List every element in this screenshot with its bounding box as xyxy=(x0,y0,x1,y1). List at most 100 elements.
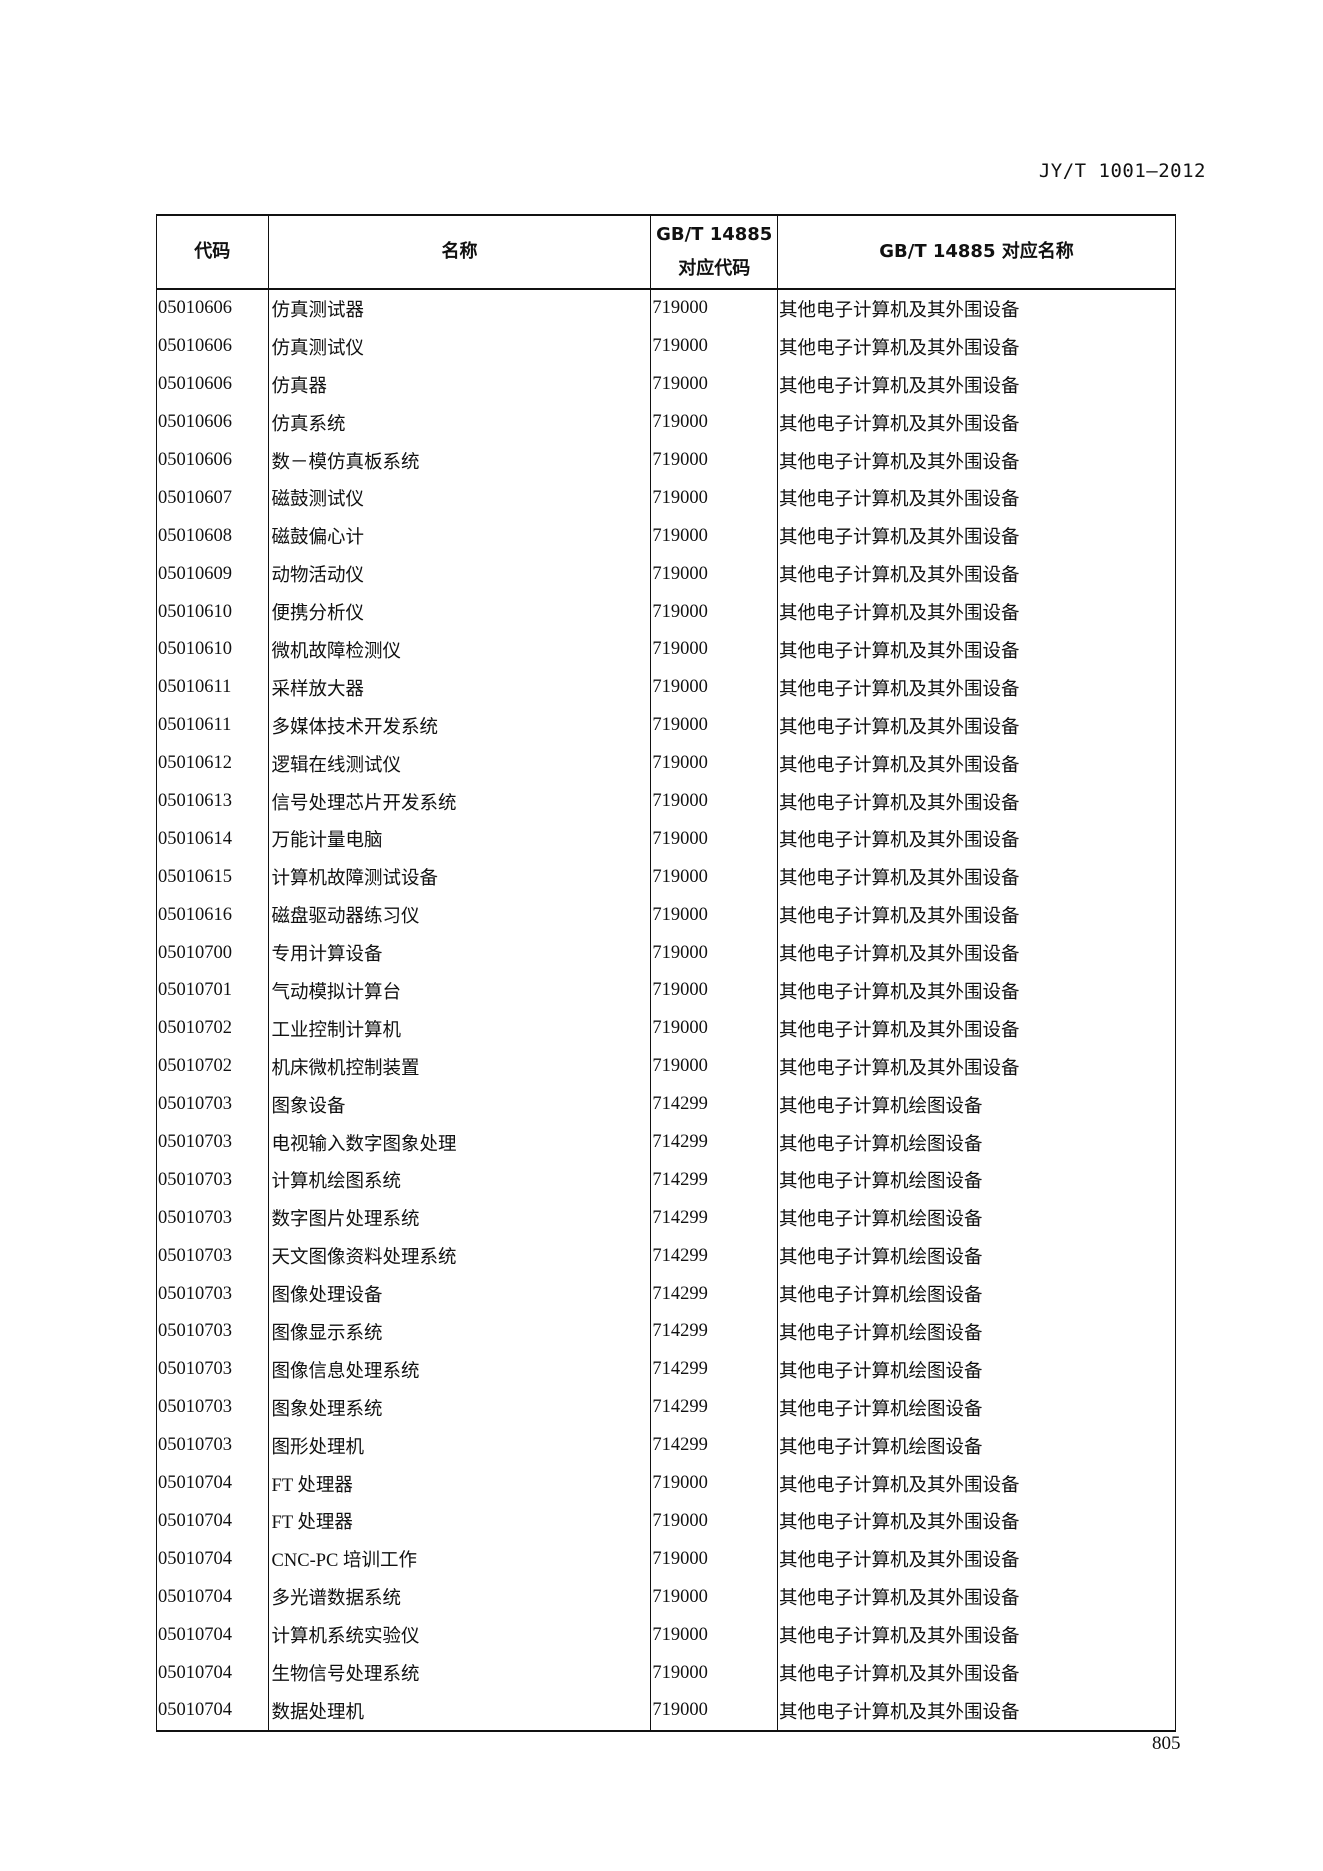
gb-name-cell: 其他电子计算机及其外围设备 xyxy=(777,593,1176,632)
code-cell: 05010614 xyxy=(156,820,269,859)
name-cell: 仿真测试器 xyxy=(267,289,652,328)
gb-code-cell: 719000 xyxy=(650,782,779,821)
code-cell: 05010606 xyxy=(156,403,269,442)
code-cell: 05010703 xyxy=(156,1237,269,1276)
gb-code-cell: 719000 xyxy=(650,934,779,973)
gb-code-cell: 719000 xyxy=(650,1616,779,1655)
gb-name-cell: 其他电子计算机及其外围设备 xyxy=(777,934,1176,973)
code-cell: 05010704 xyxy=(156,1654,269,1692)
header-gb-code-line2: 对应代码 xyxy=(678,258,751,279)
gb-code-cell: 719000 xyxy=(650,289,779,328)
gb-name-cell: 其他电子计算机及其外围设备 xyxy=(777,744,1176,783)
table-row: 05010704 CNC-PC 培训工作 719000 其他电子计算机及其外围设备 xyxy=(156,1540,1176,1579)
name-cell: 磁鼓测试仪 xyxy=(267,479,652,518)
name-cell: 图象处理系统 xyxy=(267,1388,652,1427)
gb-code-cell: 719000 xyxy=(650,479,779,518)
gb-name-cell: 其他电子计算机及其外围设备 xyxy=(777,441,1176,480)
table-row: 05010703 天文图像资料处理系统 714299 其他电子计算机绘图设备 xyxy=(156,1237,1176,1276)
gb-name-cell: 其他电子计算机及其外围设备 xyxy=(777,1691,1176,1732)
table-row: 05010704 FT 处理器 719000 其他电子计算机及其外围设备 xyxy=(156,1464,1176,1503)
gb-name-cell: 其他电子计算机及其外围设备 xyxy=(777,289,1176,328)
name-cell: 采样放大器 xyxy=(267,668,652,707)
code-cell: 05010702 xyxy=(156,1047,269,1086)
gb-name-cell: 其他电子计算机及其外围设备 xyxy=(777,517,1176,556)
table-row: 05010606 仿真测试器 719000 其他电子计算机及其外围设备 xyxy=(156,289,1176,328)
gb-code-cell: 714299 xyxy=(650,1237,779,1276)
name-cell: 图像信息处理系统 xyxy=(267,1350,652,1389)
name-cell: 仿真器 xyxy=(267,365,652,404)
table-row: 05010702 工业控制计算机 719000 其他电子计算机及其外围设备 xyxy=(156,1009,1176,1048)
code-cell: 05010610 xyxy=(156,593,269,632)
table-row: 05010703 图象处理系统 714299 其他电子计算机绘图设备 xyxy=(156,1388,1176,1427)
name-cell: 万能计量电脑 xyxy=(267,820,652,859)
table-row: 05010612 逻辑在线测试仪 719000 其他电子计算机及其外围设备 xyxy=(156,744,1176,783)
name-cell: 信号处理芯片开发系统 xyxy=(267,782,652,821)
table-row: 05010704 多光谱数据系统 719000 其他电子计算机及其外围设备 xyxy=(156,1578,1176,1617)
code-cell: 05010611 xyxy=(156,706,269,745)
code-cell: 05010703 xyxy=(156,1313,269,1351)
gb-code-cell: 714299 xyxy=(650,1350,779,1389)
table-row: 05010703 计算机绘图系统 714299 其他电子计算机绘图设备 xyxy=(156,1161,1176,1200)
code-cell: 05010704 xyxy=(156,1502,269,1541)
gb-name-cell: 其他电子计算机及其外围设备 xyxy=(777,858,1176,897)
name-cell: 便携分析仪 xyxy=(267,593,652,632)
table-row: 05010610 微机故障检测仪 719000 其他电子计算机及其外围设备 xyxy=(156,631,1176,669)
gb-code-cell: 719000 xyxy=(650,896,779,935)
gb-name-cell: 其他电子计算机及其外围设备 xyxy=(777,1464,1176,1503)
table-row: 05010703 图像显示系统 714299 其他电子计算机绘图设备 xyxy=(156,1313,1176,1351)
code-cell: 05010704 xyxy=(156,1616,269,1655)
gb-code-cell: 719000 xyxy=(650,631,779,669)
gb-name-cell: 其他电子计算机绘图设备 xyxy=(777,1275,1176,1314)
table-row: 05010703 数字图片处理系统 714299 其他电子计算机绘图设备 xyxy=(156,1199,1176,1238)
name-cell: 微机故障检测仪 xyxy=(267,631,652,669)
gb-name-cell: 其他电子计算机及其外围设备 xyxy=(777,1540,1176,1579)
gb-name-cell: 其他电子计算机及其外围设备 xyxy=(777,1654,1176,1692)
gb-name-cell: 其他电子计算机及其外围设备 xyxy=(777,403,1176,442)
header-gb-name: GB/T 14885 对应名称 xyxy=(777,214,1176,290)
name-cell: 图像处理设备 xyxy=(267,1275,652,1314)
gb-code-cell: 719000 xyxy=(650,744,779,783)
gb-code-cell: 719000 xyxy=(650,820,779,859)
table-row: 05010703 图象设备 714299 其他电子计算机绘图设备 xyxy=(156,1085,1176,1124)
code-cell: 05010701 xyxy=(156,972,269,1010)
gb-code-cell: 719000 xyxy=(650,593,779,632)
header-gb-code-line1: GB/T 14885 xyxy=(656,224,773,245)
name-cell: 图象设备 xyxy=(267,1085,652,1124)
gb-name-cell: 其他电子计算机及其外围设备 xyxy=(777,327,1176,366)
table-row: 05010606 仿真器 719000 其他电子计算机及其外围设备 xyxy=(156,365,1176,404)
gb-name-cell: 其他电子计算机绘图设备 xyxy=(777,1426,1176,1465)
name-cell: 磁盘驱动器练习仪 xyxy=(267,896,652,935)
name-cell: 计算机系统实验仪 xyxy=(267,1616,652,1655)
gb-name-cell: 其他电子计算机绘图设备 xyxy=(777,1388,1176,1427)
gb-code-cell: 719000 xyxy=(650,441,779,480)
table-row: 05010703 图形处理机 714299 其他电子计算机绘图设备 xyxy=(156,1426,1176,1465)
name-cell: FT 处理器 xyxy=(267,1502,652,1541)
gb-name-cell: 其他电子计算机绘图设备 xyxy=(777,1313,1176,1351)
gb-name-cell: 其他电子计算机及其外围设备 xyxy=(777,668,1176,707)
name-cell: 机床微机控制装置 xyxy=(267,1047,652,1086)
gb-code-cell: 714299 xyxy=(650,1085,779,1124)
code-cell: 05010606 xyxy=(156,289,269,328)
table-row: 05010613 信号处理芯片开发系统 719000 其他电子计算机及其外围设备 xyxy=(156,782,1176,821)
table-row: 05010700 专用计算设备 719000 其他电子计算机及其外围设备 xyxy=(156,934,1176,973)
name-cell: 逻辑在线测试仪 xyxy=(267,744,652,783)
gb-name-cell: 其他电子计算机绘图设备 xyxy=(777,1161,1176,1200)
gb-code-cell: 714299 xyxy=(650,1275,779,1314)
gb-code-cell: 714299 xyxy=(650,1123,779,1162)
name-cell: FT 处理器 xyxy=(267,1464,652,1503)
table-row: 05010610 便携分析仪 719000 其他电子计算机及其外围设备 xyxy=(156,593,1176,632)
name-cell: 计算机故障测试设备 xyxy=(267,858,652,897)
name-cell: 气动模拟计算台 xyxy=(267,972,652,1010)
code-cell: 05010703 xyxy=(156,1161,269,1200)
code-cell: 05010703 xyxy=(156,1350,269,1389)
gb-code-cell: 714299 xyxy=(650,1199,779,1238)
gb-code-cell: 719000 xyxy=(650,1654,779,1692)
gb-code-cell: 719000 xyxy=(650,1691,779,1732)
table-row: 05010609 动物活动仪 719000 其他电子计算机及其外围设备 xyxy=(156,555,1176,594)
gb-code-cell: 719000 xyxy=(650,327,779,366)
table-row: 05010611 采样放大器 719000 其他电子计算机及其外围设备 xyxy=(156,668,1176,707)
gb-name-cell: 其他电子计算机及其外围设备 xyxy=(777,555,1176,594)
code-cell: 05010608 xyxy=(156,517,269,556)
gb-name-cell: 其他电子计算机及其外围设备 xyxy=(777,820,1176,859)
header-name: 名称 xyxy=(267,214,652,290)
